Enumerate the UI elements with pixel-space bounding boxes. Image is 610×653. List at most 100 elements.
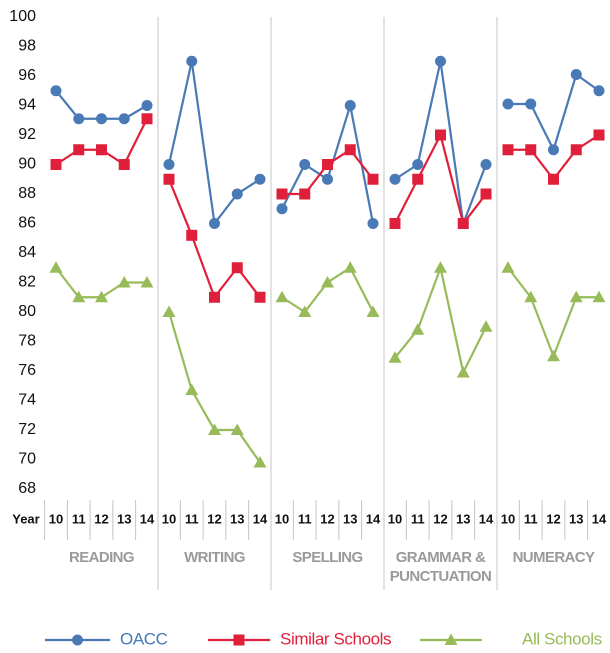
point <box>525 144 537 156</box>
point <box>593 85 605 97</box>
point <box>367 218 379 229</box>
series-line <box>508 72 600 153</box>
point <box>186 229 198 241</box>
x-tick-label: 14 <box>253 511 268 526</box>
point <box>321 276 334 288</box>
point <box>276 203 288 215</box>
x-tick-label: 13 <box>117 511 131 526</box>
x-tick-label: 13 <box>343 511 357 526</box>
point <box>299 159 311 170</box>
point <box>548 173 559 185</box>
x-tick-label: 14 <box>479 511 494 526</box>
point <box>163 159 175 170</box>
y-tick-label: 78 <box>18 333 36 350</box>
point <box>72 634 83 646</box>
y-tick-label: 98 <box>18 38 36 55</box>
point <box>233 634 245 646</box>
series-line <box>394 131 487 226</box>
point <box>298 305 312 317</box>
y-tick-label: 90 <box>18 156 36 173</box>
point <box>254 173 266 185</box>
point <box>73 113 85 125</box>
point <box>162 305 176 317</box>
panel-name: NUMERACY <box>512 549 595 566</box>
legend-label: Similar Schools <box>280 629 391 648</box>
x-tick-label: 11 <box>185 511 199 526</box>
point <box>254 291 266 303</box>
series-line <box>167 178 261 300</box>
point <box>480 159 492 170</box>
x-tick-label: 14 <box>366 511 381 526</box>
point <box>209 218 220 229</box>
x-axis-label: Year <box>12 511 39 526</box>
x-tick-label: 10 <box>501 511 515 526</box>
panel-name: SPELLING <box>292 549 363 566</box>
point <box>547 349 560 362</box>
x-tick-label: 11 <box>411 511 425 526</box>
point <box>502 144 514 156</box>
point <box>343 261 357 273</box>
point <box>344 100 356 111</box>
y-tick-label: 76 <box>18 362 36 379</box>
point <box>569 290 583 303</box>
point <box>524 290 538 303</box>
y-tick-label: 88 <box>18 185 36 202</box>
point <box>367 173 379 185</box>
point <box>299 188 311 200</box>
point <box>570 69 582 81</box>
point <box>49 261 63 273</box>
y-tick-label: 94 <box>18 97 36 114</box>
point <box>118 113 130 125</box>
x-tick-label: 13 <box>569 511 583 526</box>
x-tick-label: 11 <box>72 511 86 526</box>
point <box>208 423 221 435</box>
point <box>366 305 380 317</box>
y-tick-label: 72 <box>18 421 36 438</box>
x-tick-label: 12 <box>94 511 108 526</box>
point <box>389 173 401 185</box>
y-tick-label: 92 <box>18 126 36 143</box>
point <box>96 144 107 156</box>
legend-label: OACC <box>120 629 168 648</box>
point <box>141 113 153 125</box>
y-tick-label: 68 <box>18 480 36 497</box>
panel-name: GRAMMAR & PUNCTUATION <box>389 549 492 585</box>
point <box>185 383 199 396</box>
point <box>501 261 515 273</box>
x-tick-label: 13 <box>230 511 244 526</box>
point <box>186 55 198 67</box>
series-line <box>167 311 261 464</box>
series-line <box>167 61 261 227</box>
point <box>276 188 288 200</box>
x-tick-label: 10 <box>162 511 176 526</box>
point <box>412 173 424 185</box>
x-tick-label: 10 <box>49 511 63 526</box>
point <box>548 144 559 156</box>
point <box>434 261 447 273</box>
series-line <box>281 266 374 314</box>
x-tick-label: 10 <box>388 511 402 526</box>
point <box>457 218 469 229</box>
point <box>141 100 153 111</box>
y-tick-label: 84 <box>18 244 36 261</box>
panel-name: WRITING <box>184 549 245 566</box>
point <box>230 423 244 435</box>
point <box>480 188 492 200</box>
point <box>231 262 243 274</box>
point <box>444 633 458 645</box>
point <box>231 188 243 200</box>
point <box>322 173 333 185</box>
x-tick-label: 11 <box>524 511 538 526</box>
point <box>163 173 175 185</box>
series-line <box>508 134 600 182</box>
point <box>593 129 605 141</box>
point <box>73 144 85 156</box>
x-tick-label: 12 <box>207 511 221 526</box>
series-line <box>55 118 148 167</box>
point <box>502 98 514 110</box>
point <box>96 113 107 125</box>
point <box>479 320 493 332</box>
x-tick-label: 14 <box>592 511 607 526</box>
legend-label: All Schools <box>522 629 602 648</box>
